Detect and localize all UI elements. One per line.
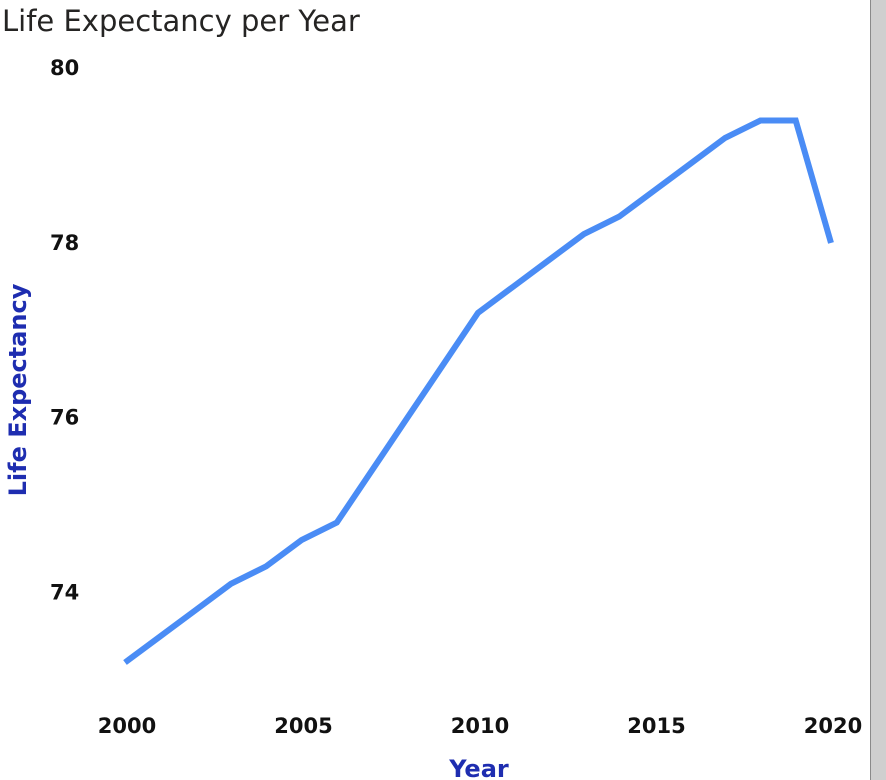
- y-tick-label: 76: [50, 406, 79, 430]
- y-tick-label: 74: [50, 581, 79, 605]
- y-axis-ticks: 74 76 78 80: [50, 56, 79, 605]
- window-edge: [871, 0, 886, 780]
- x-tick-label: 2010: [451, 714, 509, 738]
- x-tick-label: 2000: [98, 714, 156, 738]
- series-group: [123, 117, 834, 665]
- y-axis-title: Life Expectancy: [4, 283, 32, 496]
- x-axis-title: Year: [448, 755, 509, 780]
- y-tick-label: 78: [50, 231, 79, 255]
- y-tick-label: 80: [50, 56, 79, 80]
- chart-title: Life Expectancy per Year: [2, 4, 360, 38]
- x-tick-label: 2015: [627, 714, 685, 738]
- x-tick-label: 2005: [274, 714, 332, 738]
- series-line: [123, 117, 834, 665]
- x-axis-ticks: 2000 2005 2010 2015 2020: [98, 714, 862, 738]
- x-tick-label: 2020: [804, 714, 862, 738]
